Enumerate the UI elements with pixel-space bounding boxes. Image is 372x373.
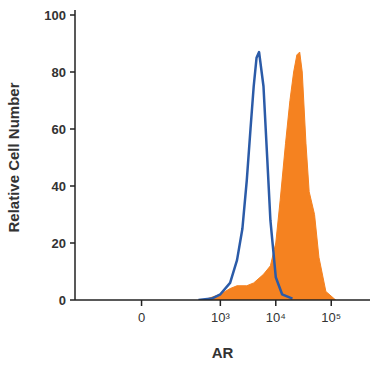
y-tick	[70, 128, 75, 130]
x-tick-label: 10³	[211, 310, 230, 325]
y-tick	[70, 71, 75, 73]
y-tick-label: 60	[52, 122, 66, 137]
y-axis	[74, 10, 76, 300]
y-tick	[70, 242, 75, 244]
x-tick-label: 0	[138, 310, 145, 325]
y-tick	[70, 185, 75, 187]
y-tick-label: 80	[52, 65, 66, 80]
area-series	[204, 52, 336, 300]
x-tick	[220, 300, 222, 306]
x-tick-label: 10⁴	[266, 310, 286, 325]
x-tick	[141, 300, 143, 306]
line-series	[198, 52, 292, 300]
y-tick-label: 0	[59, 293, 66, 308]
chart: 0 20 40 60 80 100 0 10³ 10⁴ 10⁵ AR Relative Cell Nu…	[0, 0, 372, 373]
y-tick	[70, 299, 75, 301]
x-tick	[330, 300, 332, 306]
x-axis	[75, 299, 370, 301]
y-tick-label: 40	[52, 179, 66, 194]
y-tick-label: 100	[44, 8, 66, 23]
x-tick-label: 10⁵	[321, 310, 341, 325]
x-tick	[275, 300, 277, 306]
y-axis-label: Relative Cell Number	[5, 82, 22, 232]
plot-area	[198, 52, 335, 300]
y-tick-label: 20	[52, 236, 66, 251]
x-axis-label: AR	[212, 344, 234, 361]
y-tick	[70, 14, 75, 16]
